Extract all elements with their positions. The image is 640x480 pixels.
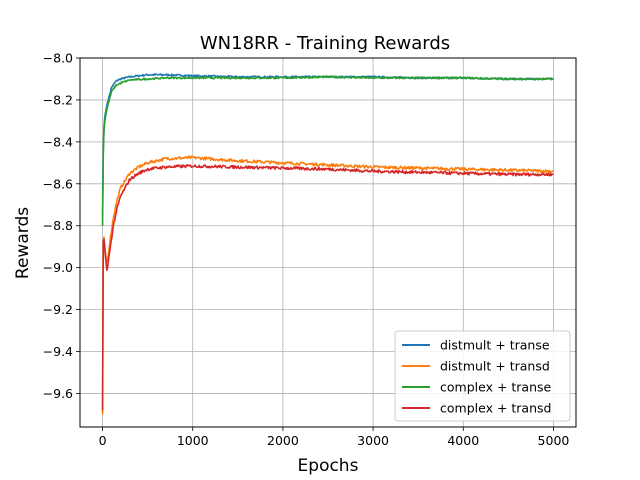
axes-frame [79, 57, 577, 428]
y-tick-label: −9.0 [43, 260, 73, 275]
legend-entry: distmult + transd [440, 359, 550, 374]
legend-entry: complex + transe [440, 380, 552, 395]
legend-entry: complex + transd [440, 401, 551, 416]
y-tick-label: −9.4 [43, 344, 73, 359]
y-tick-label: −8.4 [43, 134, 73, 149]
y-axis-label: Rewards [13, 207, 33, 279]
y-tick-label: −8.2 [43, 92, 73, 107]
legend-entry: distmult + transe [440, 338, 550, 353]
x-tick-label: 3000 [357, 433, 389, 448]
x-tick-label: 0 [99, 433, 107, 448]
plot-area [101, 73, 554, 415]
legend: distmult + transe distmult + transd comple… [394, 330, 571, 422]
x-tick-label: 4000 [447, 433, 479, 448]
series-line-3 [101, 75, 554, 226]
series-line-1 [101, 73, 554, 216]
x-axis-label: Epochs [298, 456, 359, 476]
series-line-4 [101, 163, 554, 411]
y-tick-label: −8.0 [43, 51, 73, 66]
y-tick-label: −9.2 [43, 302, 73, 317]
x-axis-ticks: 0 1000 2000 3000 4000 5000 [99, 427, 570, 448]
legend-box [394, 330, 571, 422]
series-line-2 [101, 155, 554, 415]
chart-title: WN18RR - Training Rewards [200, 33, 450, 54]
x-tick-label: 2000 [267, 433, 299, 448]
y-tick-label: −8.8 [43, 218, 73, 233]
y-axis-ticks: −8.0 −8.2 −8.4 −8.6 −8.8 −9.0 −9.2 −9.4 −9.6 [43, 51, 80, 401]
x-tick-label: 5000 [538, 433, 570, 448]
y-tick-label: −8.6 [43, 176, 73, 191]
x-tick-label: 1000 [177, 433, 209, 448]
y-tick-label: −9.6 [43, 386, 73, 401]
